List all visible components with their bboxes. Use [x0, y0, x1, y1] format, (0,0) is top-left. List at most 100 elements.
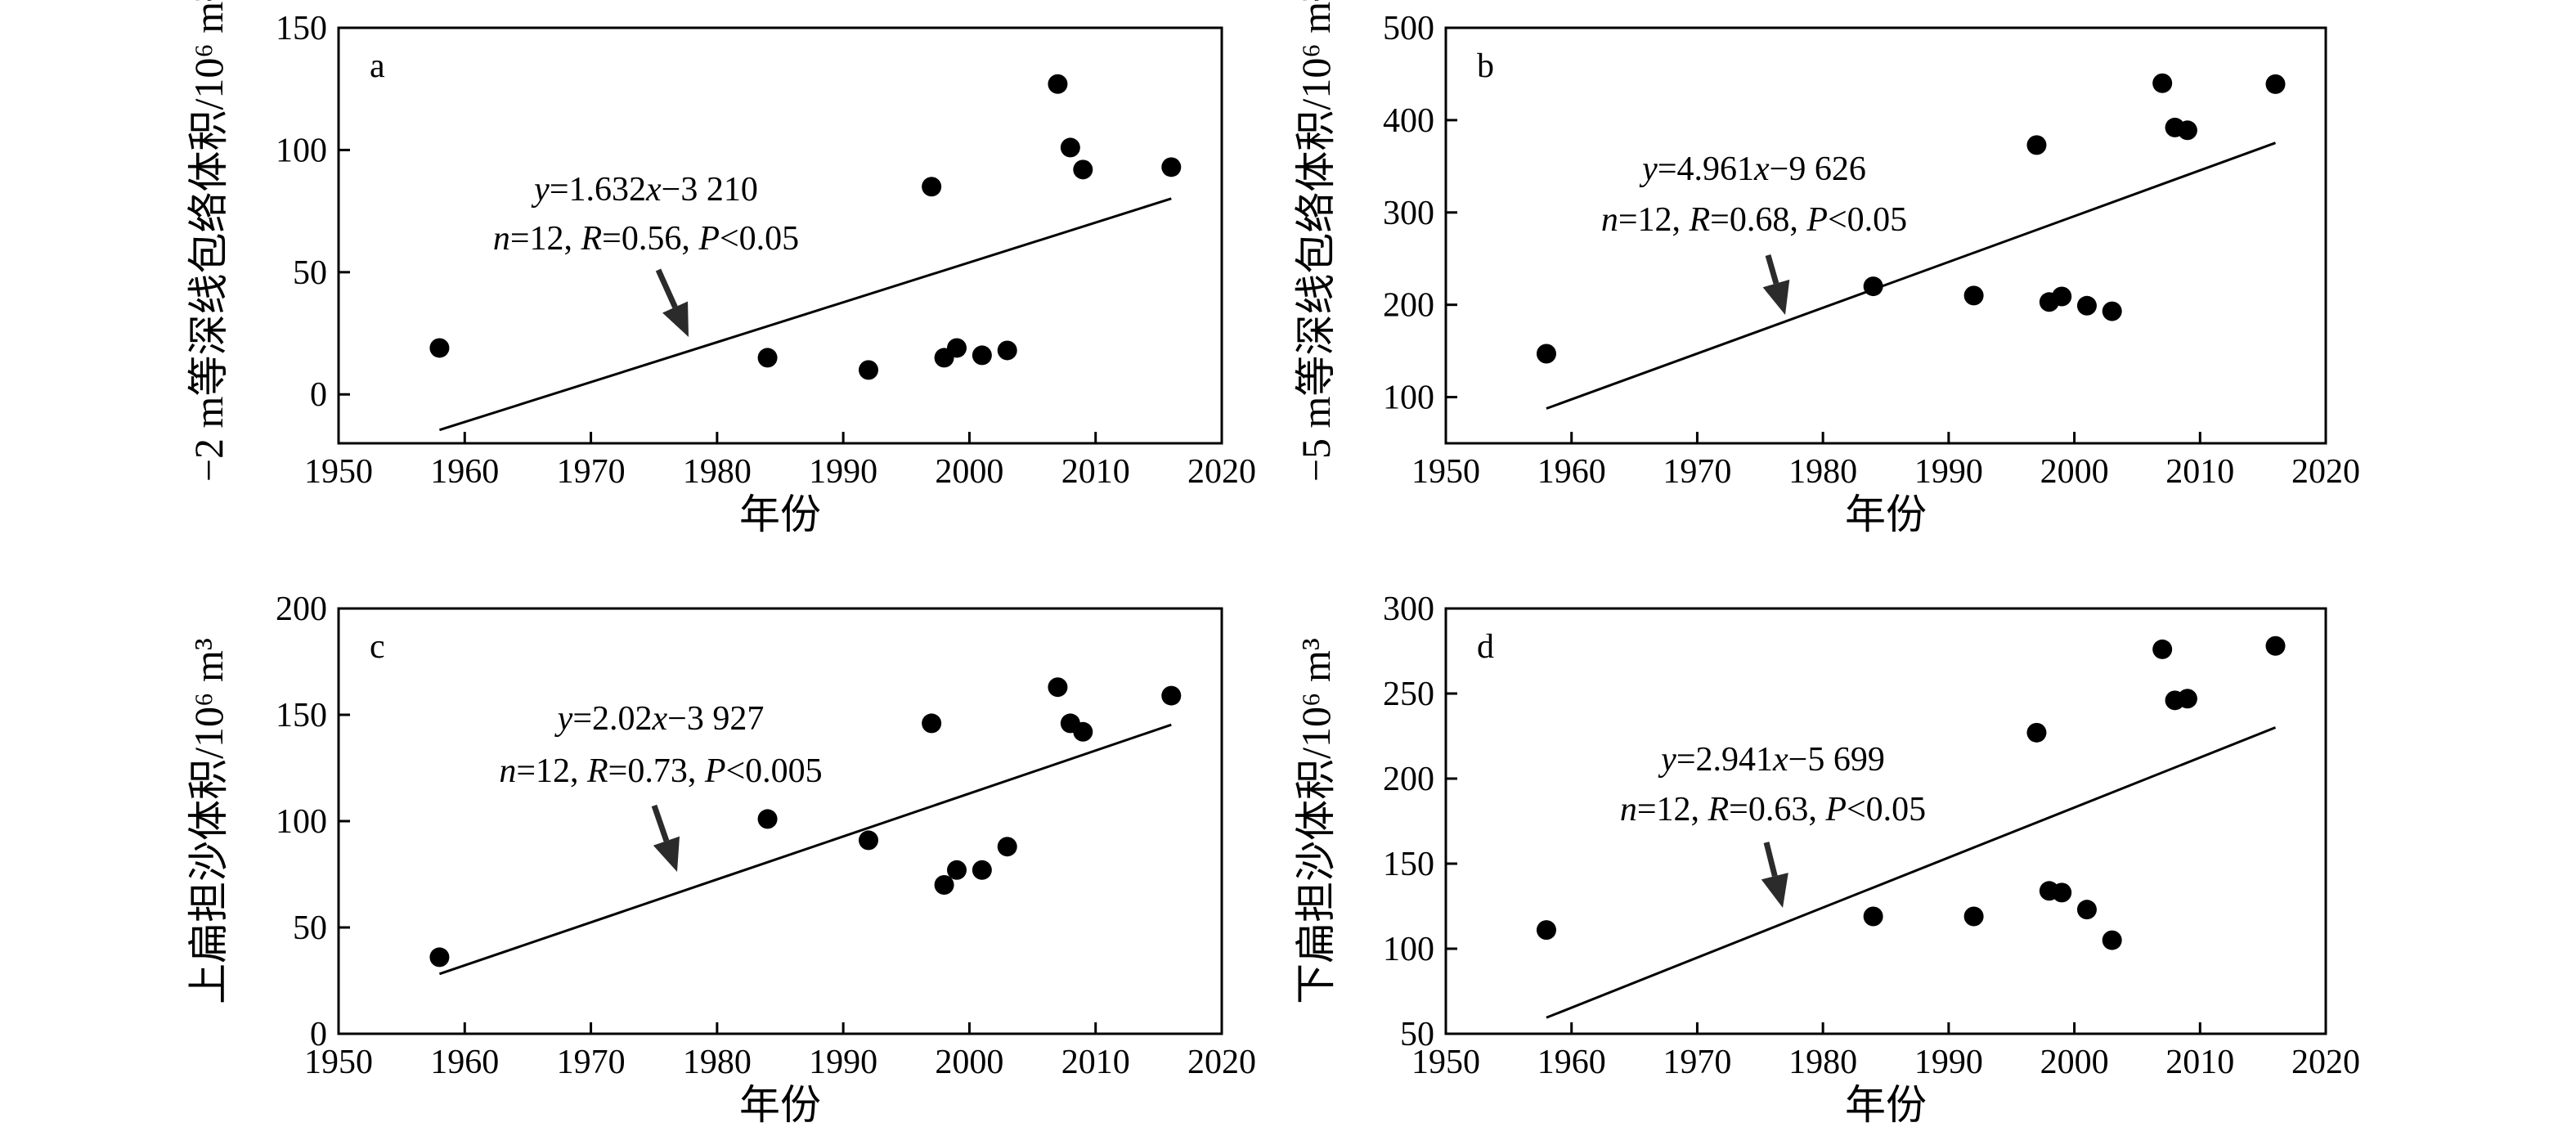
data-point: [1060, 137, 1080, 158]
annotation-arrow: [651, 804, 670, 842]
data-point: [859, 830, 878, 851]
data-point: [922, 713, 942, 734]
x-tick-label: 1950: [1411, 1044, 1480, 1081]
x-tick-label: 1950: [304, 1044, 373, 1081]
y-tick-label: 500: [1383, 10, 1434, 47]
annotation-arrowhead: [1761, 873, 1788, 908]
data-point: [1536, 920, 1556, 941]
fit-equation: y=1.632x−3 210: [531, 171, 758, 209]
y-axis-title: −5 m等深线包络体积/10⁶ m³: [1293, 0, 1339, 482]
data-point: [757, 348, 778, 368]
data-point: [1161, 685, 1182, 706]
data-point: [1536, 344, 1556, 364]
data-point: [922, 177, 942, 197]
x-tick-label: 1980: [683, 1044, 752, 1081]
annotation-arrowhead: [1762, 279, 1790, 315]
x-tick-label: 2010: [2165, 453, 2234, 491]
data-point: [2076, 900, 2097, 920]
data-point: [2265, 635, 2286, 656]
chart-panel-c: 1950 1960 1970 1980 1990 2000 2010 2020 0 50 100 15…: [186, 590, 1256, 1128]
x-axis-title: 年份: [1845, 492, 1927, 537]
x-tick-label: 2010: [2165, 1044, 2234, 1081]
data-point: [972, 345, 992, 366]
x-tick-label: 2010: [1061, 453, 1130, 491]
x-tick-label: 1990: [809, 1044, 877, 1081]
data-point: [429, 947, 450, 968]
y-tick-label: 200: [1383, 287, 1434, 325]
panel-label: b: [1477, 47, 1494, 85]
regression-line: [1546, 726, 2277, 1019]
regression-line: [438, 197, 1172, 432]
annotation-arrow: [1765, 254, 1779, 285]
data-point: [757, 809, 778, 829]
data-point: [429, 338, 450, 358]
panel-label: d: [1477, 628, 1494, 666]
data-point: [997, 340, 1017, 361]
x-tick-label: 2000: [935, 453, 1003, 491]
data-point: [2052, 882, 2072, 903]
y-tick-label: 50: [293, 254, 327, 292]
x-tick-label: 2000: [935, 1044, 1003, 1081]
x-tick-label: 1980: [1788, 1044, 1857, 1081]
data-point: [1963, 285, 1984, 306]
fit-statistics: n=12, R=0.63, P<0.05: [1620, 791, 1926, 828]
fit-equation: y=2.941x−5 699: [1658, 741, 1885, 779]
x-tick-label: 1970: [1663, 1044, 1731, 1081]
y-tick-label: 100: [276, 803, 327, 841]
data-point: [1073, 721, 1093, 742]
plot-frame: [337, 607, 1223, 1035]
data-point: [2102, 301, 2122, 321]
data-point: [972, 860, 992, 880]
x-tick-label: 1960: [430, 453, 499, 491]
x-tick-label: 1980: [683, 453, 752, 491]
x-tick-label: 1980: [1788, 453, 1857, 491]
data-point: [2177, 689, 2197, 709]
y-tick-label: 0: [310, 376, 327, 414]
data-point: [2102, 930, 2122, 950]
plot-frame: [337, 26, 1223, 445]
x-tick-label: 1950: [304, 453, 373, 491]
x-axis-title: 年份: [739, 1082, 821, 1128]
x-tick-label: 1990: [1914, 453, 1983, 491]
x-tick-label: 1960: [1537, 453, 1606, 491]
x-tick-label: 2000: [2040, 453, 2109, 491]
fit-statistics: n=12, R=0.73, P<0.005: [499, 752, 822, 790]
fit-equation: y=4.961x−9 626: [1639, 150, 1866, 188]
fit-equation: y=2.02x−3 927: [554, 700, 765, 738]
x-tick-label: 1950: [1411, 453, 1480, 491]
y-axis-title: 下扁担沙体积/10⁶ m³: [1293, 638, 1339, 1004]
data-point: [1863, 276, 1883, 297]
data-point: [2177, 120, 2197, 141]
plot-frame: [1444, 607, 2327, 1035]
x-tick-label: 1970: [1663, 453, 1731, 491]
data-point: [947, 338, 967, 358]
x-tick-label: 1960: [430, 1044, 499, 1081]
x-tick-label: 1960: [1537, 1044, 1606, 1081]
chart-panel-b: 1950 1960 1970 1980 1990 2000 2010 2020 100 200 30…: [1293, 0, 2360, 537]
data-point: [1161, 157, 1182, 177]
y-tick-label: 100: [276, 132, 327, 169]
data-point: [947, 860, 967, 880]
x-tick-label: 2020: [2291, 453, 2360, 491]
data-point: [1048, 74, 1068, 94]
data-point: [997, 837, 1017, 857]
y-tick-label: 50: [1400, 1016, 1434, 1053]
data-point: [2026, 722, 2047, 743]
y-tick-label: 200: [276, 590, 327, 628]
regression-line: [1546, 141, 2277, 410]
data-point: [1073, 159, 1093, 180]
annotation-arrowhead: [653, 836, 680, 872]
x-tick-label: 1990: [809, 453, 877, 491]
y-tick-label: 150: [276, 10, 327, 47]
x-tick-label: 2020: [1187, 453, 1256, 491]
y-tick-label: 300: [1383, 195, 1434, 232]
x-tick-label: 1970: [557, 453, 626, 491]
data-point: [1048, 677, 1068, 698]
x-axis-title: 年份: [1845, 1082, 1927, 1128]
y-tick-label: 50: [293, 909, 327, 947]
chart-panel-d: 1950 1960 1970 1980 1990 2000 2010 2020 50 100 150…: [1293, 590, 2360, 1128]
annotation-arrow: [655, 268, 678, 308]
data-point: [2265, 74, 2286, 94]
data-point: [2152, 73, 2173, 93]
